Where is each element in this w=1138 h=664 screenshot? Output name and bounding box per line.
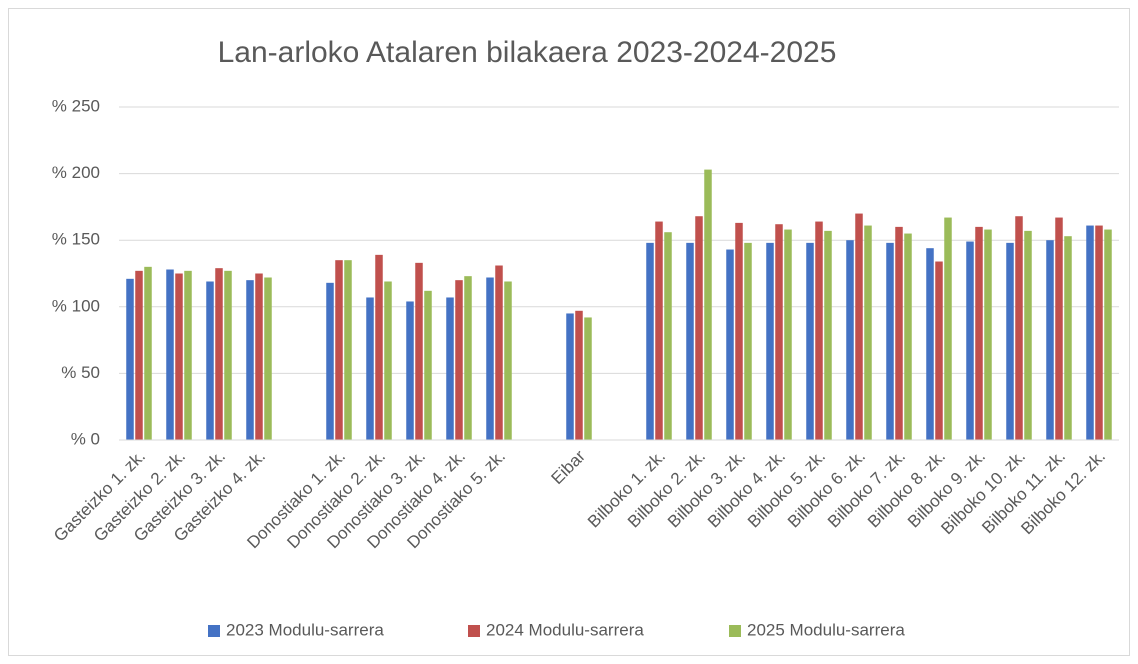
y-tick-label: % 100 [52, 296, 100, 315]
bar [486, 277, 494, 440]
y-tick-label: % 50 [61, 363, 100, 382]
bar [415, 262, 423, 440]
bar [806, 242, 814, 440]
y-tick-label: % 0 [71, 429, 100, 448]
bar [815, 221, 823, 440]
legend-swatch [729, 625, 741, 637]
bar [984, 229, 992, 440]
bar [735, 222, 743, 440]
bar [766, 242, 774, 440]
bar [335, 260, 343, 440]
bar [704, 169, 712, 440]
bar [215, 268, 223, 440]
bar [975, 226, 983, 440]
bar [375, 254, 383, 440]
bar [504, 281, 512, 440]
bar [1055, 217, 1063, 440]
legend-swatch [468, 625, 480, 637]
bar [744, 242, 752, 440]
bar [424, 290, 432, 440]
bar [495, 265, 503, 440]
bar [566, 313, 574, 440]
bar [775, 224, 783, 440]
bar [126, 278, 134, 440]
bar [646, 242, 654, 440]
bar [664, 232, 672, 440]
bar [584, 317, 592, 440]
bar [1024, 230, 1032, 440]
bar [944, 217, 952, 440]
bar [855, 213, 863, 440]
legend-swatch [208, 625, 220, 637]
bar [246, 280, 254, 440]
bar [175, 273, 183, 440]
bar [366, 297, 374, 440]
bar [1006, 242, 1014, 440]
bar [144, 266, 152, 440]
bar [255, 273, 263, 440]
bar [455, 280, 463, 440]
bar [1064, 236, 1072, 440]
bar [886, 242, 894, 440]
bar [1046, 240, 1054, 440]
bar [406, 301, 414, 440]
legend-label: 2024 Modulu-sarrera [486, 620, 644, 639]
bar [966, 241, 974, 440]
bar [1104, 229, 1112, 440]
bar [206, 281, 214, 440]
bar [864, 225, 872, 440]
bar [655, 221, 663, 440]
chart-title: Lan-arloko Atalaren bilakaera 2023-2024-… [218, 36, 837, 69]
legend-label: 2023 Modulu-sarrera [226, 620, 384, 639]
bar [824, 230, 832, 440]
legend-label: 2025 Modulu-sarrera [747, 620, 905, 639]
bar [695, 216, 703, 440]
bar [935, 261, 943, 440]
bar [726, 249, 734, 440]
bar [784, 229, 792, 440]
y-tick-label: % 200 [52, 163, 100, 182]
y-tick-label: % 150 [52, 230, 100, 249]
bar [1015, 216, 1023, 440]
bar [904, 233, 912, 440]
bar [166, 269, 174, 440]
bar [224, 270, 232, 440]
bar [384, 281, 392, 440]
bar [464, 276, 472, 440]
bar [575, 310, 583, 440]
y-tick-label: % 250 [52, 96, 100, 115]
bar [326, 282, 334, 440]
bar [446, 297, 454, 440]
bar [1086, 225, 1094, 440]
bar [1095, 225, 1103, 440]
bar [344, 260, 352, 440]
bar [846, 240, 854, 440]
bar [926, 248, 934, 440]
bar [686, 242, 694, 440]
bar [264, 277, 272, 440]
bar [135, 270, 143, 440]
bar [184, 270, 192, 440]
bar [895, 226, 903, 440]
